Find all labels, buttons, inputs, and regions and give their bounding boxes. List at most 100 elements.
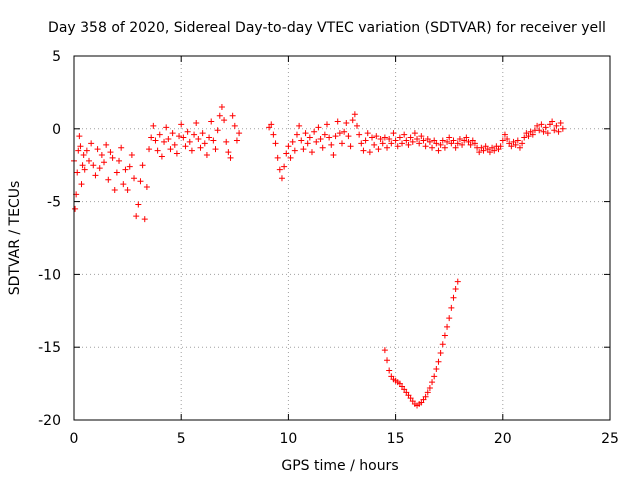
- data-point: [525, 133, 532, 140]
- data-point: [306, 134, 313, 141]
- data-point: [347, 143, 354, 150]
- data-point: [158, 153, 165, 160]
- data-point: [212, 146, 219, 153]
- data-point: [480, 147, 487, 154]
- data-point: [439, 137, 446, 144]
- data-point: [555, 128, 562, 135]
- data-point: [118, 144, 125, 151]
- data-point: [186, 138, 193, 145]
- data-point: [459, 141, 466, 148]
- data-point: [362, 137, 369, 144]
- data-point: [384, 144, 391, 151]
- y-tick-label: -15: [38, 340, 61, 356]
- data-point: [437, 350, 444, 357]
- data-point: [116, 157, 123, 164]
- data-point: [122, 166, 129, 173]
- data-point: [308, 149, 315, 156]
- data-point: [433, 140, 440, 147]
- data-point: [80, 152, 87, 159]
- data-point: [111, 186, 118, 193]
- data-point: [411, 130, 418, 137]
- x-tick-label: 25: [601, 431, 619, 447]
- data-point: [476, 149, 483, 156]
- data-point: [450, 294, 457, 301]
- data-point: [276, 166, 283, 173]
- data-point: [467, 141, 474, 148]
- data-point: [441, 332, 448, 339]
- data-point: [296, 122, 303, 129]
- data-point: [403, 137, 410, 144]
- data-point: [519, 140, 526, 147]
- data-point: [88, 140, 95, 147]
- data-point: [538, 121, 545, 128]
- data-point: [407, 134, 414, 141]
- x-tick-label: 5: [177, 431, 186, 447]
- data-point: [98, 152, 105, 159]
- data-point: [356, 131, 363, 138]
- data-point: [536, 127, 543, 134]
- data-point: [180, 134, 187, 141]
- data-point: [426, 138, 433, 145]
- data-point: [426, 384, 433, 391]
- data-point: [236, 130, 243, 137]
- data-point: [163, 124, 170, 131]
- data-point: [544, 130, 551, 137]
- data-point: [534, 122, 541, 129]
- data-point: [184, 128, 191, 135]
- x-tick-label: 15: [387, 431, 405, 447]
- data-point: [542, 124, 549, 131]
- data-point: [311, 128, 318, 135]
- data-point: [422, 143, 429, 150]
- data-point: [450, 137, 457, 144]
- data-point: [298, 137, 305, 144]
- data-point: [396, 134, 403, 141]
- data-point: [317, 135, 324, 142]
- data-point: [278, 175, 285, 182]
- data-point: [201, 140, 208, 147]
- data-point: [379, 140, 386, 147]
- data-point: [283, 150, 290, 157]
- data-point: [72, 205, 79, 212]
- y-tick-label: -20: [38, 413, 61, 429]
- data-point: [199, 130, 206, 137]
- data-point: [435, 358, 442, 365]
- y-tick-label: -5: [47, 195, 61, 211]
- data-point: [210, 137, 217, 144]
- data-point: [133, 213, 140, 220]
- data-point: [504, 135, 511, 142]
- data-point: [341, 128, 348, 135]
- data-point: [319, 144, 326, 151]
- data-point: [429, 379, 436, 386]
- data-point: [300, 146, 307, 153]
- data-point: [386, 367, 393, 374]
- data-point: [516, 144, 523, 151]
- data-point: [336, 130, 343, 137]
- data-point: [86, 157, 93, 164]
- data-point: [514, 137, 521, 144]
- data-point: [349, 117, 356, 124]
- data-point: [165, 135, 172, 142]
- data-point: [203, 152, 210, 159]
- data-point: [371, 141, 378, 148]
- data-point: [291, 147, 298, 154]
- data-point: [302, 130, 309, 137]
- data-point: [218, 103, 225, 110]
- data-point: [448, 304, 455, 311]
- data-point: [146, 146, 153, 153]
- data-point: [559, 125, 566, 132]
- data-point: [214, 127, 221, 134]
- data-point: [454, 278, 461, 285]
- data-point: [274, 154, 281, 161]
- data-point: [553, 122, 560, 129]
- data-point: [131, 175, 138, 182]
- data-point: [289, 138, 296, 145]
- data-point: [418, 133, 425, 140]
- y-tick-label: -10: [38, 267, 61, 283]
- data-point: [386, 135, 393, 142]
- data-point: [437, 141, 444, 148]
- data-point: [313, 138, 320, 145]
- data-point: [79, 162, 86, 169]
- data-point: [304, 140, 311, 147]
- data-point: [105, 176, 112, 183]
